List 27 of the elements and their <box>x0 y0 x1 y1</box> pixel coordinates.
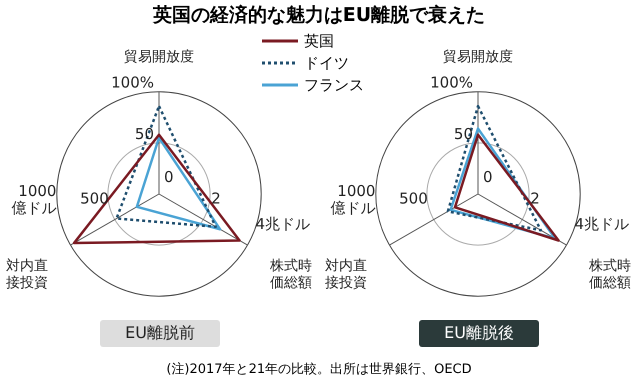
text: 1000億ドル <box>330 182 376 217</box>
y-tick-label: 0 <box>483 168 493 186</box>
legend-label: フランス <box>304 75 364 96</box>
text: (注)2017年と21年の比較。出所は世界銀行、OECD <box>165 361 473 378</box>
text: 2 <box>211 189 221 208</box>
y-tick-label: 50 <box>134 124 154 143</box>
spoke-label: 株式時価総額 <box>269 258 312 291</box>
spoke-label: 貿易開放度 <box>443 49 513 66</box>
legend-label: ドイツ <box>304 53 349 74</box>
y-tick-label: 100% <box>111 74 154 92</box>
text: 500 <box>80 189 109 208</box>
text: 4兆ドル <box>256 214 310 233</box>
text: EU離脱前 <box>100 320 220 347</box>
text: 500 <box>399 189 428 208</box>
text: 1000億ドル <box>11 182 56 217</box>
spoke-label: 対内直接投資 <box>6 258 48 291</box>
y-tick-label: 0 <box>164 168 174 186</box>
chart-title: 英国の経済的な魅力はEU離脱で衰えた <box>152 3 486 28</box>
text: 2 <box>530 189 540 208</box>
text: 4兆ドル <box>574 214 630 233</box>
text: EU離脱後 <box>419 320 539 347</box>
y-tick-label: 100% <box>430 74 473 92</box>
y-tick-label: 50 <box>454 124 473 143</box>
spoke-label: 株式時価総額 <box>588 258 632 291</box>
legend-label: 英国 <box>304 31 334 52</box>
spoke-label: 対内直接投資 <box>324 258 367 291</box>
spoke-label: 貿易開放度 <box>124 49 194 66</box>
